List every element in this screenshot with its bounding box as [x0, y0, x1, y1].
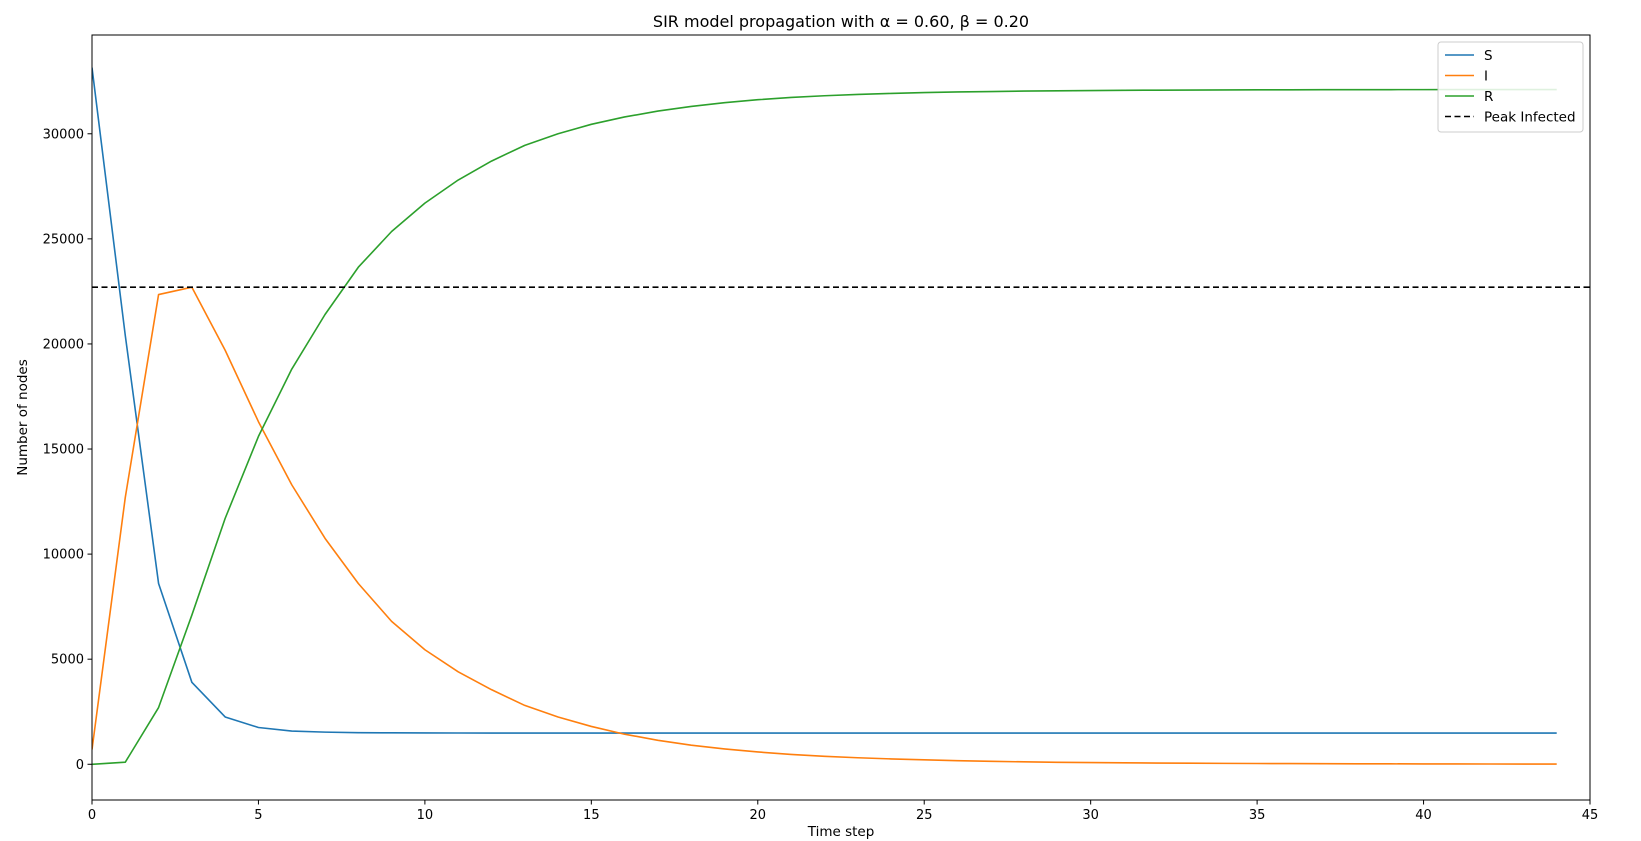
y-axis-ticks: 0 5000 10000 15000 20000 25000 30000 [43, 127, 92, 773]
legend: SIR Peak Infected [1437, 41, 1584, 133]
legend-box [1437, 41, 1584, 133]
x-tick-label: 5 [254, 808, 262, 823]
chart-title: SIR model propagation with α = 0.60, β =… [653, 12, 1029, 31]
x-tick-label: 15 [583, 808, 600, 823]
plot-data-layer [92, 67, 1590, 766]
axes-frame [91, 34, 1591, 801]
series-line-r [92, 88, 1557, 766]
x-tick-label: 45 [1582, 808, 1599, 823]
y-tick-label: 10000 [43, 548, 84, 563]
y-tick-label: 30000 [43, 127, 84, 142]
x-tick-label: 20 [750, 808, 767, 823]
series-line-i [92, 286, 1557, 765]
x-axis-ticks: 0 5 10 15 20 25 30 35 40 45 [88, 800, 1598, 823]
y-tick-label: 0 [76, 758, 84, 773]
y-tick-label: 25000 [43, 232, 84, 247]
y-tick-label: 15000 [43, 443, 84, 458]
y-tick-label: 5000 [51, 653, 84, 668]
x-tick-label: 0 [88, 808, 96, 823]
x-axis-label: Time step [807, 824, 875, 840]
x-tick-label: 10 [417, 808, 434, 823]
legend-label: I [1484, 69, 1488, 85]
legend-label: S [1484, 48, 1493, 64]
x-tick-label: 40 [1415, 808, 1432, 823]
x-tick-label: 35 [1249, 808, 1266, 823]
x-tick-label: 30 [1082, 808, 1099, 823]
series-line-s [92, 67, 1557, 734]
y-axis-label: Number of nodes [15, 359, 31, 476]
legend-label: Peak Infected [1484, 110, 1576, 126]
x-tick-label: 25 [916, 808, 933, 823]
y-tick-label: 20000 [43, 337, 84, 352]
legend-label: R [1484, 89, 1493, 105]
